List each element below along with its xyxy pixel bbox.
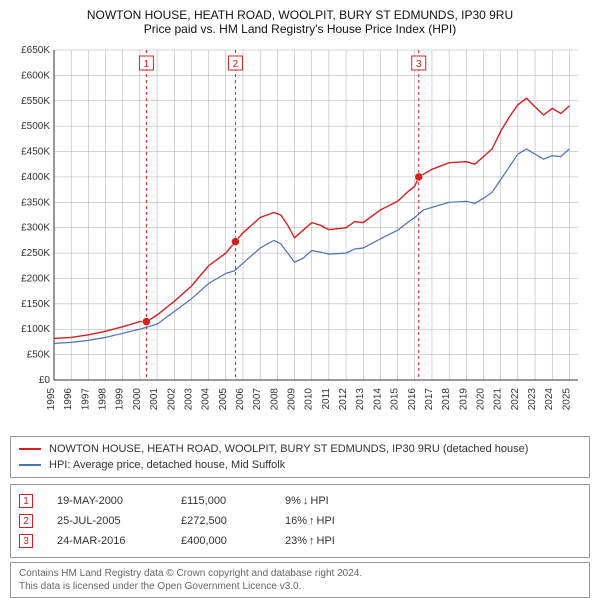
marker-date: 25-JUL-2005 (57, 515, 157, 527)
marker-row: 1 19-MAY-2000 £115,000 9% HPI (19, 491, 581, 511)
chart-title: NOWTON HOUSE, HEATH ROAD, WOOLPIT, BURY … (6, 8, 594, 22)
svg-text:1995: 1995 (46, 388, 57, 411)
svg-text:2017: 2017 (424, 388, 435, 411)
svg-text:2019: 2019 (458, 388, 469, 411)
svg-text:£0: £0 (39, 375, 51, 386)
credits-line-2: This data is licensed under the Open Gov… (19, 580, 581, 593)
svg-text:£250K: £250K (21, 248, 50, 259)
legend-swatch (19, 448, 41, 450)
svg-text:1996: 1996 (63, 388, 74, 411)
svg-text:1: 1 (144, 59, 150, 70)
legend-row: NOWTON HOUSE, HEATH ROAD, WOOLPIT, BURY … (19, 441, 581, 457)
svg-text:2022: 2022 (510, 388, 521, 411)
marker-delta: 23% HPI (285, 535, 335, 547)
legend-box: NOWTON HOUSE, HEATH ROAD, WOOLPIT, BURY … (10, 436, 590, 478)
svg-text:2023: 2023 (527, 388, 538, 411)
marker-row: 2 25-JUL-2005 £272,500 16% HPI (19, 511, 581, 531)
line-chart-svg: £0 £50K £100K £150K £200K £250K £300K £350K £400… (6, 40, 586, 420)
svg-text:£300K: £300K (21, 223, 50, 234)
svg-text:2000: 2000 (132, 388, 143, 411)
marker-row: 3 24-MAR-2016 £400,000 23% HPI (19, 531, 581, 551)
svg-text:3: 3 (416, 59, 422, 70)
svg-text:2003: 2003 (183, 388, 194, 411)
marker-date: 19-MAY-2000 (57, 495, 157, 507)
marker-date: 24-MAR-2016 (57, 535, 157, 547)
svg-text:2010: 2010 (304, 388, 315, 411)
credits-box: Contains HM Land Registry data © Crown c… (10, 562, 590, 598)
svg-text:2016: 2016 (407, 388, 418, 411)
marker-price: £115,000 (181, 495, 261, 507)
svg-text:2: 2 (233, 59, 239, 70)
legend-row: HPI: Average price, detached house, Mid … (19, 457, 581, 473)
svg-text:£600K: £600K (21, 70, 50, 81)
svg-text:2021: 2021 (493, 388, 504, 411)
svg-text:2012: 2012 (338, 388, 349, 411)
marker-price: £400,000 (181, 535, 261, 547)
svg-text:2004: 2004 (201, 388, 212, 411)
markers-box: 1 19-MAY-2000 £115,000 9% HPI 2 25-JUL-2005 £2… (10, 484, 590, 558)
chart-area: £0 £50K £100K £150K £200K £250K £300K £350K £400… (6, 40, 594, 430)
svg-text:£150K: £150K (21, 299, 50, 310)
legend-label: HPI: Average price, detached house, Mid … (49, 459, 285, 471)
svg-text:2011: 2011 (321, 388, 332, 410)
svg-text:1997: 1997 (80, 388, 91, 411)
credits-line-1: Contains HM Land Registry data © Crown c… (19, 567, 581, 580)
svg-text:£350K: £350K (21, 197, 50, 208)
svg-text:2007: 2007 (252, 388, 263, 411)
legend-swatch (19, 464, 41, 466)
svg-text:£200K: £200K (21, 273, 50, 284)
svg-text:2020: 2020 (476, 388, 487, 411)
svg-text:2002: 2002 (166, 388, 177, 411)
svg-text:2008: 2008 (269, 388, 280, 411)
svg-text:£550K: £550K (21, 96, 50, 107)
svg-text:1999: 1999 (115, 388, 126, 411)
svg-text:£650K: £650K (21, 45, 50, 56)
svg-text:2015: 2015 (390, 388, 401, 411)
svg-text:£400K: £400K (21, 172, 50, 183)
svg-text:2006: 2006 (235, 388, 246, 411)
marker-badge: 1 (19, 494, 33, 508)
svg-text:2001: 2001 (149, 388, 160, 411)
svg-text:£50K: £50K (27, 350, 51, 361)
chart-subtitle: Price paid vs. HM Land Registry's House … (6, 22, 594, 36)
svg-text:£100K: £100K (21, 324, 50, 335)
arrow-down-icon (303, 495, 309, 507)
marker-badge: 2 (19, 514, 33, 528)
svg-text:2014: 2014 (372, 388, 383, 411)
svg-text:2005: 2005 (218, 388, 229, 411)
svg-text:2009: 2009 (287, 388, 298, 411)
arrow-up-icon (309, 515, 315, 527)
chart-container: NOWTON HOUSE, HEATH ROAD, WOOLPIT, BURY … (0, 0, 600, 590)
svg-text:2013: 2013 (355, 388, 366, 411)
marker-delta: 9% HPI (285, 495, 329, 507)
svg-text:£450K: £450K (21, 147, 50, 158)
marker-price: £272,500 (181, 515, 261, 527)
svg-text:2024: 2024 (544, 388, 555, 411)
svg-text:£500K: £500K (21, 121, 50, 132)
legend-label: NOWTON HOUSE, HEATH ROAD, WOOLPIT, BURY … (49, 443, 528, 455)
svg-text:2018: 2018 (441, 388, 452, 411)
svg-text:1998: 1998 (98, 388, 109, 411)
svg-text:2025: 2025 (561, 388, 572, 411)
marker-badge: 3 (19, 534, 33, 548)
marker-delta: 16% HPI (285, 515, 335, 527)
arrow-up-icon (309, 535, 315, 547)
